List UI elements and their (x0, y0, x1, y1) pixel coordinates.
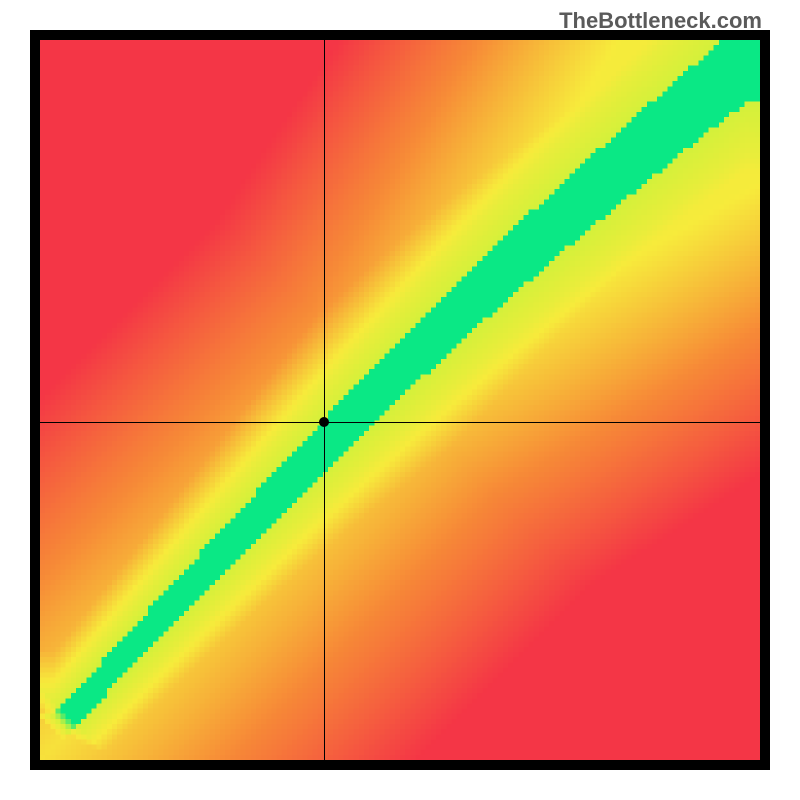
chart-frame (30, 30, 770, 770)
crosshair-vertical (324, 40, 325, 760)
heatmap-canvas (40, 40, 760, 760)
watermark-text: TheBottleneck.com (559, 8, 762, 34)
chart-container: TheBottleneck.com (0, 0, 800, 800)
crosshair-horizontal (40, 422, 760, 423)
plot-area (40, 40, 760, 760)
data-point-marker (319, 417, 329, 427)
